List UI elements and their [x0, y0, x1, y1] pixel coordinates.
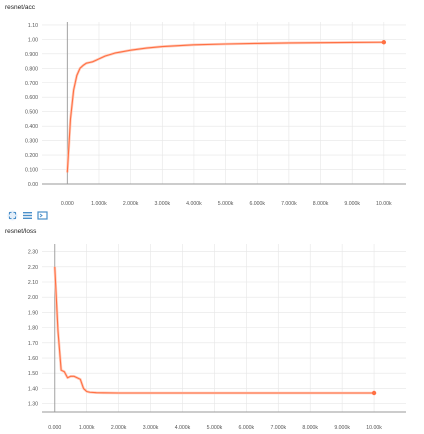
- x-tick-label: 0.000: [61, 201, 74, 207]
- y-tick-label: 0.400: [25, 124, 38, 130]
- series-line: [54, 266, 375, 394]
- y-tick-label: 0.200: [25, 153, 38, 159]
- y-tick-label: 1.30: [28, 402, 38, 408]
- y-tick-label: 1.90: [28, 310, 38, 316]
- chart-title-acc: resnet/acc: [5, 4, 35, 11]
- x-tick-label: 9.000k: [334, 425, 350, 431]
- loss-chart: 1.30 1.40 1.50 1.60 1.70 1.80 1.90 2.00 2.10 2.20…: [28, 244, 406, 431]
- x-tick-label: 3.000k: [143, 425, 159, 431]
- y-tick-label: 0.300: [25, 139, 38, 145]
- toggle-y-log-icon[interactable]: [21, 209, 33, 221]
- x-tick-label: 8.000k: [313, 201, 329, 207]
- y-tick-label: 1.80: [28, 326, 38, 332]
- y-tick-label: 1.70: [28, 341, 38, 347]
- chart-title-loss: resnet/loss: [5, 228, 37, 235]
- y-tick-label: 0.00: [28, 182, 38, 188]
- x-tick-label: 1.000k: [79, 425, 95, 431]
- x-tick-label: 4.000k: [186, 201, 202, 207]
- x-tick-label: 6.000k: [239, 425, 255, 431]
- x-tick-label: 10.00k: [366, 425, 382, 431]
- x-tick-label: 4.000k: [175, 425, 191, 431]
- y-tick-label: 0.100: [25, 168, 38, 174]
- x-tick-label: 1.000k: [91, 201, 107, 207]
- x-tick-label: 3.000k: [154, 201, 170, 207]
- y-tick-label: 1.60: [28, 356, 38, 362]
- series-end-point: [381, 40, 387, 45]
- expand-chart-icon[interactable]: [36, 209, 48, 221]
- x-tick-label: 0.000: [48, 425, 61, 431]
- x-tick-label: 2.000k: [111, 425, 127, 431]
- y-tick-label: 1.40: [28, 386, 38, 392]
- x-tick-label: 2.000k: [123, 201, 139, 207]
- series-line: [66, 41, 384, 173]
- y-tick-label: 0.800: [25, 66, 38, 72]
- x-tick-label: 10.00k: [376, 201, 392, 207]
- y-tick-label: 2.30: [28, 250, 38, 256]
- x-tick-label: 5.000k: [207, 425, 223, 431]
- series-end-point: [371, 390, 377, 396]
- y-tick-label: 1.10: [28, 23, 38, 29]
- fit-domain-icon[interactable]: [6, 209, 18, 221]
- y-tick-label: 0.900: [25, 52, 38, 58]
- y-tick-label: 2.20: [28, 265, 38, 271]
- acc-chart: 0.00 0.100 0.200 0.300 0.400 0.500 0.600 0.700 0…: [25, 22, 406, 207]
- y-tick-label: 0.500: [25, 110, 38, 116]
- x-tick-label: 6.000k: [249, 201, 265, 207]
- y-tick-label: 0.700: [25, 81, 38, 87]
- x-tick-label: 9.000k: [344, 201, 360, 207]
- x-tick-label: 8.000k: [302, 425, 318, 431]
- y-tick-label: 0.600: [25, 95, 38, 101]
- x-tick-label: 5.000k: [218, 201, 234, 207]
- y-tick-label: 1.00: [28, 37, 38, 43]
- y-tick-label: 2.00: [28, 295, 38, 301]
- chart-toolbar: [6, 208, 48, 222]
- x-tick-label: 7.000k: [270, 425, 286, 431]
- y-tick-label: 1.50: [28, 371, 38, 377]
- y-tick-label: 2.10: [28, 280, 38, 286]
- x-tick-label: 7.000k: [281, 201, 297, 207]
